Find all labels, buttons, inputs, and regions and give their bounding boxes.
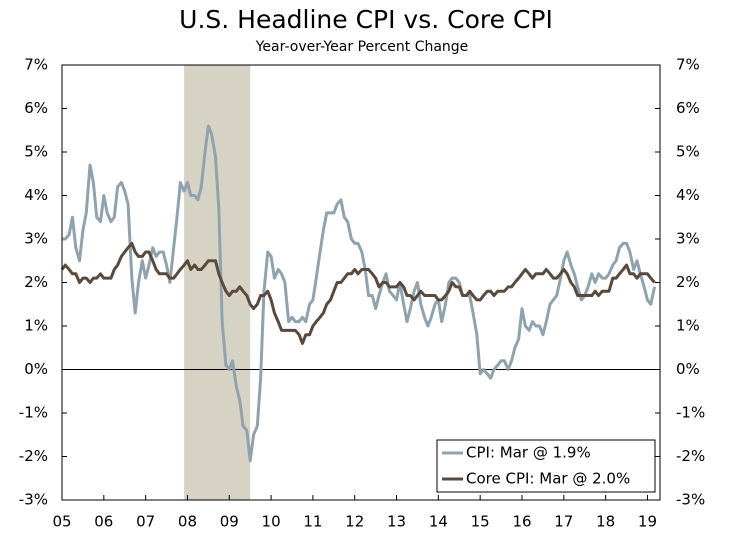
y-tick-label: 3% [24, 230, 48, 248]
series-line [62, 124, 657, 463]
x-tick-label: 19 [638, 513, 657, 531]
x-tick-label: 17 [554, 513, 573, 531]
x-tick-label: 14 [429, 513, 448, 531]
x-tick-label: 15 [471, 513, 490, 531]
y2-tick-label: 0% [676, 360, 700, 378]
y-tick-label: -1% [19, 404, 48, 422]
y2-tick-label: 2% [676, 273, 700, 291]
x-tick-label: 07 [136, 513, 155, 531]
y-tick-label: 5% [24, 143, 48, 161]
x-tick-label: 10 [262, 513, 281, 531]
y-tick-label: 1% [24, 317, 48, 335]
chart-subtitle: Year-over-Year Percent Change [255, 39, 469, 55]
y2-tick-label: 3% [676, 230, 700, 248]
y2-tick-label: -2% [676, 447, 705, 465]
y-tick-label: 7% [24, 56, 48, 74]
y2-tick-label: 6% [676, 99, 700, 117]
plot-frame [61, 64, 661, 501]
legend-label: CPI: Mar @ 1.9% [466, 444, 591, 462]
shaded-span [184, 65, 251, 500]
y-tick-label: 2% [24, 273, 48, 291]
y-tick-label: 6% [24, 99, 48, 117]
y2-tick-label: 5% [676, 143, 700, 161]
x-tick-label: 06 [94, 513, 113, 531]
chart-title: U.S. Headline CPI vs. Core CPI [179, 5, 553, 34]
x-tick-label: 05 [52, 513, 71, 531]
y2-tick-label: 4% [676, 186, 700, 204]
x-tick-label: 08 [178, 513, 197, 531]
x-tick-label: 12 [345, 513, 364, 531]
y-tick-label: 0% [24, 360, 48, 378]
y2-tick-label: 7% [676, 56, 700, 74]
series-line [60, 241, 656, 345]
legend-box [436, 439, 656, 493]
x-tick-label: 16 [512, 513, 531, 531]
x-tick-label: 18 [596, 513, 615, 531]
x-tick-label: 13 [387, 513, 406, 531]
y2-tick-label: -3% [676, 491, 705, 509]
x-tick-label: 09 [220, 513, 239, 531]
y2-tick-label: -1% [676, 404, 705, 422]
x-tick-label: 11 [303, 513, 322, 531]
legend-label: Core CPI: Mar @ 2.0% [466, 470, 630, 488]
y-tick-label: -2% [19, 447, 48, 465]
y-tick-label: 4% [24, 186, 48, 204]
y2-tick-label: 1% [676, 317, 700, 335]
y-tick-label: -3% [19, 491, 48, 509]
